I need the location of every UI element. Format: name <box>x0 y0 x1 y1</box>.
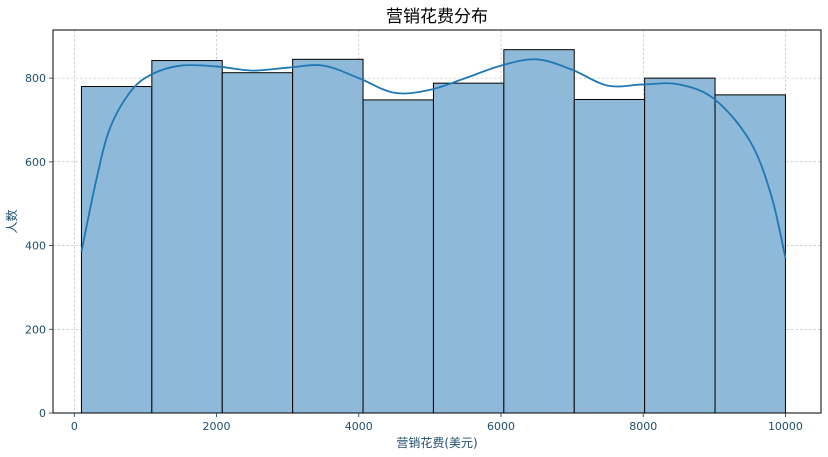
histogram-bar-7 <box>503 49 575 414</box>
x-tick-label: 0 <box>71 420 78 433</box>
y-tick-label: 600 <box>25 156 46 169</box>
y-axis: 0 200 400 600 800 <box>25 72 53 420</box>
x-tick-label: 4000 <box>345 420 373 433</box>
y-axis-label: 人数 <box>4 209 19 233</box>
histogram-bar-4 <box>292 58 364 414</box>
y-tick-label: 400 <box>25 240 46 253</box>
histogram-bar-3 <box>221 72 294 414</box>
x-tick-label: 8000 <box>629 420 657 433</box>
x-tick-label: 10000 <box>768 420 803 433</box>
chart-title: 营销花费分布 <box>386 7 488 27</box>
histogram-bar-5 <box>362 99 434 414</box>
histogram-bar-6 <box>432 82 505 414</box>
kde-layer <box>80 58 787 259</box>
histogram-bar-2 <box>151 60 223 414</box>
x-axis-label: 营销花费(美元) <box>396 435 477 450</box>
y-tick-label: 200 <box>25 323 46 336</box>
histogram-bar-9 <box>644 77 716 414</box>
x-tick-label: 2000 <box>203 420 231 433</box>
histogram-bar-1 <box>80 86 153 414</box>
y-tick-label: 0 <box>39 407 46 420</box>
bars-layer <box>80 49 786 414</box>
x-axis: 0 2000 4000 6000 8000 10000 <box>71 413 803 433</box>
x-tick-label: 6000 <box>487 420 515 433</box>
kde-curve <box>80 58 787 259</box>
y-tick-label: 800 <box>25 72 46 85</box>
histogram-bar-8 <box>573 98 646 414</box>
plot-frame <box>52 29 822 414</box>
